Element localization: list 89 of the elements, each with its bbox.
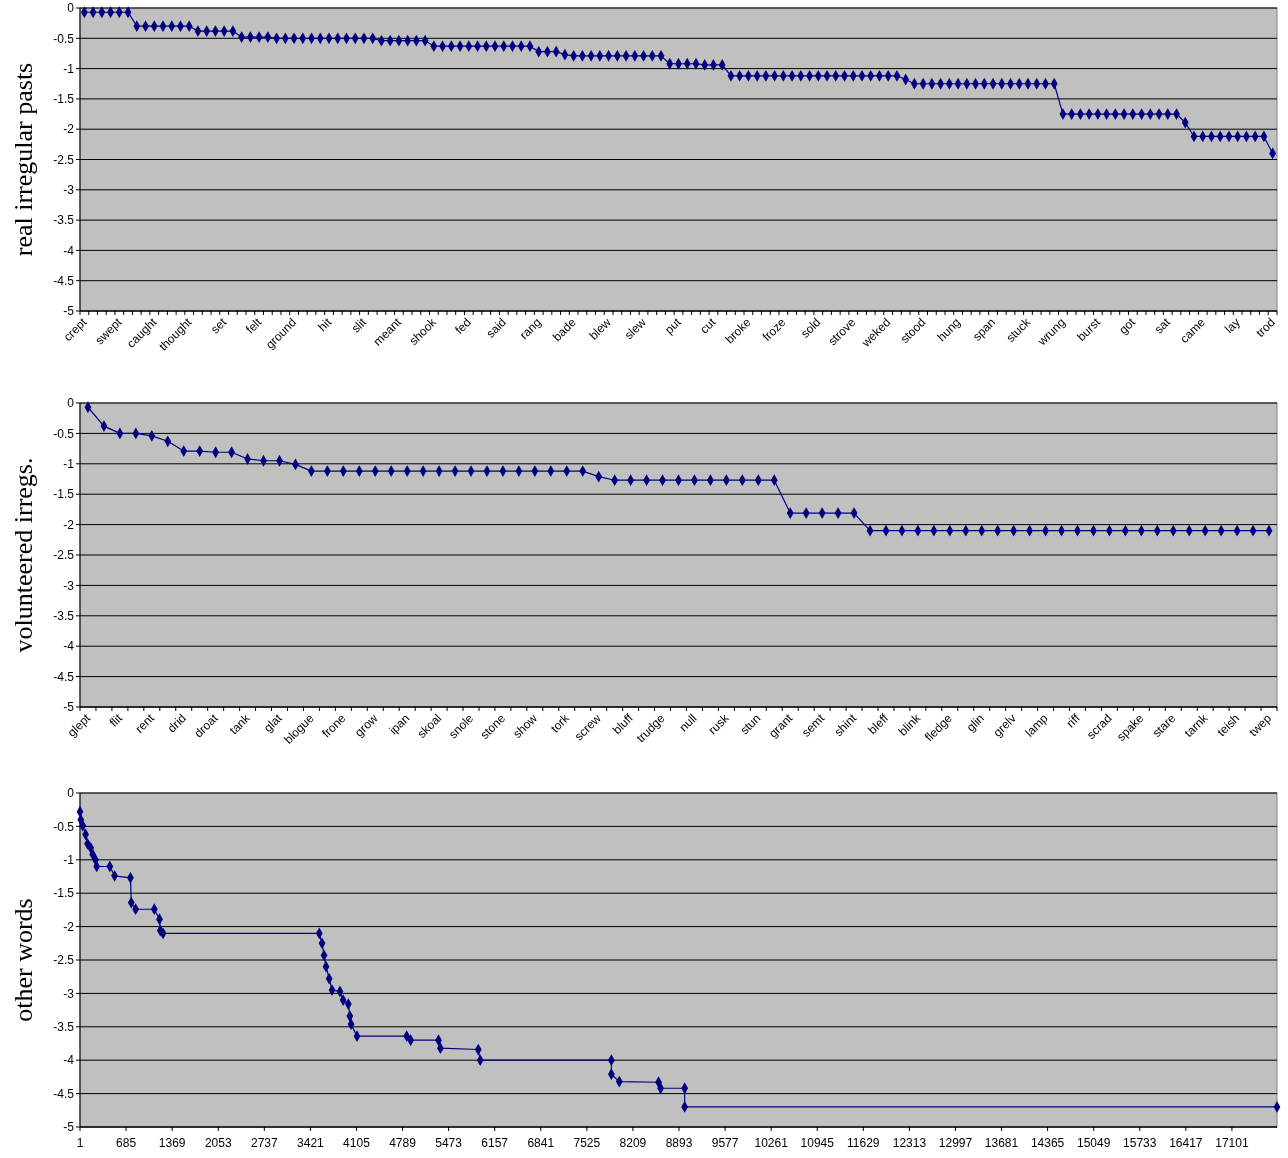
- y-tick-label: -2: [63, 517, 75, 532]
- y-tick-label: -5: [63, 304, 75, 319]
- y-tick-label: -2: [63, 122, 75, 137]
- y-tick-label: -1: [63, 61, 75, 76]
- x-tick-label: 6157: [481, 1136, 509, 1150]
- x-tick-label: 1369: [158, 1136, 186, 1150]
- y-tick-label: -2.5: [53, 152, 75, 167]
- x-tick-label: set: [208, 314, 230, 337]
- x-tick-label: 8209: [619, 1136, 647, 1150]
- y-tick-label: -1: [63, 457, 75, 471]
- x-tick-label: teish: [1214, 711, 1243, 740]
- x-tick-label: 2053: [204, 1136, 232, 1150]
- y-tick-label: -1.5: [53, 487, 75, 502]
- y-axis-title: volunteered irregs.: [9, 457, 38, 653]
- y-axis-title: real irregular pasts: [9, 62, 38, 257]
- x-tick-label: 14365: [1030, 1136, 1065, 1150]
- y-tick-label: -3: [63, 986, 75, 1001]
- y-tick-label: -2: [63, 919, 75, 934]
- x-tick-label: 12997: [938, 1136, 973, 1150]
- y-tick-label: -0.5: [53, 426, 75, 441]
- y-tick-label: -3.5: [53, 1020, 75, 1034]
- x-tick-label: slew: [621, 314, 649, 343]
- y-tick-label: -4.5: [53, 669, 75, 684]
- y-tick-label: -4: [63, 1053, 75, 1068]
- x-tick-label: felt: [243, 314, 265, 337]
- x-tick-label: 7525: [573, 1136, 601, 1150]
- x-tick-label: 13681: [984, 1136, 1019, 1150]
- x-tick-label: 4105: [343, 1136, 371, 1150]
- y-tick-label: -3: [63, 183, 75, 197]
- y-tick-label: -2.5: [53, 548, 75, 563]
- y-tick-label: -0.5: [53, 819, 75, 834]
- y-tick-label: -1.5: [53, 92, 75, 107]
- x-tick-label: 2737: [250, 1136, 278, 1150]
- x-tick-label: 12313: [892, 1136, 927, 1150]
- x-tick-label: ipan: [386, 711, 413, 738]
- x-tick-label: 1: [76, 1136, 84, 1150]
- x-tick-label: stun: [737, 711, 764, 738]
- x-tick-label: 17101: [1215, 1136, 1249, 1150]
- y-tick-label: -3.5: [53, 609, 75, 623]
- x-tick-label: 9577: [711, 1136, 739, 1150]
- x-tick-label: 6841: [527, 1136, 555, 1150]
- y-tick-label: -5: [63, 700, 75, 715]
- x-tick-label: glat: [261, 710, 286, 735]
- x-tick-label: got: [1116, 314, 1139, 337]
- x-tick-label: 3421: [297, 1136, 325, 1150]
- x-tick-label: 10261: [754, 1136, 789, 1150]
- x-tick-label: 4789: [389, 1136, 417, 1150]
- y-tick-label: -5: [63, 1120, 75, 1135]
- y-tick-label: -0.5: [53, 31, 75, 46]
- y-tick-label: -3: [63, 578, 75, 593]
- y-tick-label: -1: [63, 853, 75, 867]
- x-tick-label: flit: [106, 710, 126, 730]
- x-tick-label: slit: [348, 314, 370, 336]
- x-tick-label: lay: [1222, 315, 1243, 336]
- x-tick-label: trod: [1253, 315, 1278, 340]
- x-tick-label: tork: [547, 710, 573, 736]
- y-tick-label: -4.5: [53, 273, 75, 288]
- x-tick-label: 16417: [1169, 1136, 1203, 1150]
- x-tick-label: rent: [132, 710, 158, 736]
- x-tick-label: 11629: [847, 1136, 880, 1150]
- y-tick-label: 0: [67, 786, 75, 801]
- y-tick-label: -4.5: [53, 1086, 75, 1101]
- x-tick-label: null: [676, 711, 700, 735]
- x-tick-label: 685: [116, 1136, 137, 1150]
- y-tick-label: 0: [67, 1, 75, 16]
- x-tick-label: 15733: [1123, 1136, 1157, 1150]
- y-axis-title: other words: [9, 898, 38, 1022]
- x-tick-label: riff: [1063, 710, 1084, 731]
- x-tick-label: hit: [315, 314, 335, 335]
- x-tick-label: fed: [452, 315, 474, 337]
- x-tick-label: rusk: [705, 710, 733, 738]
- y-tick-label: -4: [63, 639, 75, 654]
- x-tick-label: 10945: [800, 1136, 835, 1150]
- x-tick-label: 5473: [435, 1136, 463, 1150]
- x-tick-label: 15049: [1077, 1136, 1111, 1150]
- y-tick-label: -3.5: [53, 213, 75, 228]
- y-tick-label: -1.5: [53, 886, 75, 901]
- x-tick-label: sat: [1151, 314, 1174, 337]
- x-tick-label: drid: [164, 711, 189, 736]
- x-tick-label: cut: [697, 314, 720, 337]
- y-tick-label: -4: [63, 243, 75, 258]
- x-tick-label: twep: [1246, 711, 1275, 740]
- x-tick-label: said: [483, 315, 509, 341]
- x-tick-label: tank: [226, 710, 254, 738]
- y-tick-label: 0: [67, 396, 75, 411]
- x-tick-label: put: [661, 314, 685, 337]
- x-tick-label: 8893: [665, 1136, 693, 1150]
- x-tick-label: glin: [963, 711, 987, 735]
- y-tick-label: -2.5: [53, 953, 75, 968]
